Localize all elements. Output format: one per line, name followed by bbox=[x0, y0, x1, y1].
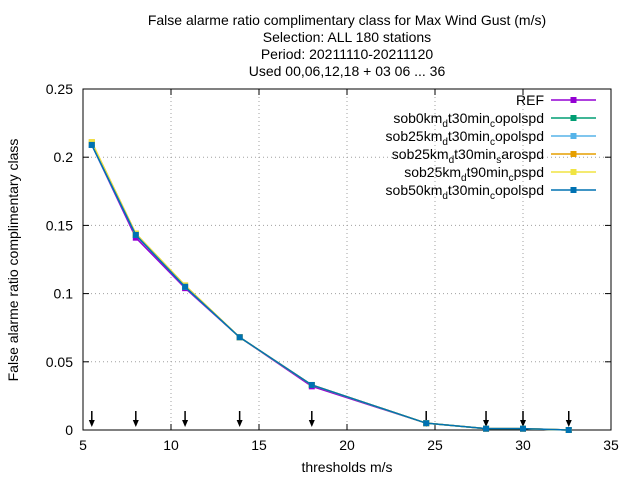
series-point bbox=[423, 420, 430, 427]
legend-entry-1: sob0kmdt30mincopolspd bbox=[393, 110, 596, 130]
legend-label: sob25kmdt30minsarospd bbox=[392, 146, 544, 166]
threshold-arrow bbox=[182, 411, 189, 427]
title-line-4: Used 00,06,12,18 + 03 06 ... 36 bbox=[249, 63, 446, 79]
legend-marker bbox=[570, 97, 577, 103]
chart-title: False alarme ratio complimentary class f… bbox=[148, 12, 546, 79]
grid-lines bbox=[83, 89, 611, 430]
threshold-arrow-head bbox=[132, 420, 139, 427]
y-tick-label: 0 bbox=[65, 422, 73, 438]
series-point bbox=[88, 141, 95, 148]
legend-entry-5: sob50kmdt30mincopolspd bbox=[386, 182, 596, 202]
series-point bbox=[182, 283, 189, 290]
legend-marker bbox=[570, 115, 577, 121]
threshold-arrow bbox=[132, 411, 139, 427]
series-point bbox=[236, 334, 243, 341]
axes bbox=[82, 88, 612, 431]
threshold-arrows bbox=[88, 411, 572, 427]
title-line-3: Period: 20211110-20211120 bbox=[261, 46, 434, 62]
series-5 bbox=[88, 141, 572, 433]
threshold-arrow-head bbox=[308, 420, 315, 427]
series-lines bbox=[88, 139, 572, 433]
y-tick-label: 0.05 bbox=[46, 354, 73, 370]
legend: REF sob0kmdt30mincopolspdsob25kmdt30minco… bbox=[386, 92, 596, 202]
legend-label: sob25kmdt30mincopolspd bbox=[386, 128, 544, 148]
legend-label: sob50kmdt30mincopolspd bbox=[386, 182, 544, 202]
legend-marker bbox=[570, 133, 577, 139]
threshold-arrow-head bbox=[565, 420, 572, 427]
x-tick-label: 10 bbox=[163, 437, 179, 453]
x-tick-label: 5 bbox=[79, 437, 87, 453]
series-point bbox=[520, 425, 526, 432]
series-point bbox=[308, 381, 315, 388]
x-tick-label: 25 bbox=[427, 437, 443, 453]
threshold-arrow-head bbox=[520, 420, 526, 427]
legend-label: sob0kmdt30mincopolspd bbox=[393, 110, 544, 130]
x-tick-label: 20 bbox=[339, 437, 355, 453]
threshold-arrow-head bbox=[483, 420, 490, 427]
legend-entry-3: sob25kmdt30minsarospd bbox=[392, 146, 596, 166]
tick-labels: 5 10 15 20 25 30 35 0 0.05 0.1 0.15 0.2 0.25 bbox=[46, 81, 619, 453]
threshold-arrow bbox=[483, 411, 490, 427]
series-point bbox=[565, 427, 572, 433]
legend-label: REF bbox=[516, 92, 544, 108]
legend-label: sob25kmdt90mincpspd bbox=[404, 164, 544, 184]
y-tick-label: 0.15 bbox=[46, 217, 73, 233]
threshold-arrow bbox=[520, 411, 526, 427]
legend-marker bbox=[570, 151, 577, 157]
series-point bbox=[483, 425, 490, 432]
threshold-arrow-head bbox=[236, 420, 243, 427]
threshold-arrow-head bbox=[182, 420, 189, 427]
x-axis-label: thresholds m/s bbox=[301, 459, 392, 475]
x-tick-label: 15 bbox=[251, 437, 267, 453]
title-line-2: Selection: ALL 180 stations bbox=[263, 29, 431, 45]
y-tick-label: 0.2 bbox=[54, 149, 74, 165]
legend-entry-2: sob25kmdt30mincopolspd bbox=[386, 128, 596, 148]
x-tick-label: 35 bbox=[603, 437, 619, 453]
legend-marker bbox=[570, 169, 577, 175]
threshold-arrow bbox=[236, 411, 243, 427]
y-axis-label: False alarme ratio complimentary class bbox=[5, 139, 21, 382]
legend-entry-4: sob25kmdt90mincpspd bbox=[404, 164, 596, 184]
x-tick-label: 30 bbox=[515, 437, 531, 453]
threshold-arrow bbox=[88, 411, 95, 427]
y-tick-label: 0.25 bbox=[46, 81, 73, 97]
title-line-1: False alarme ratio complimentary class f… bbox=[148, 12, 546, 28]
series-point bbox=[132, 231, 139, 238]
threshold-arrow bbox=[565, 411, 572, 427]
y-tick-label: 0.1 bbox=[54, 286, 74, 302]
legend-marker bbox=[570, 187, 577, 193]
legend-entry-0: REF bbox=[516, 92, 596, 108]
threshold-arrow-head bbox=[88, 420, 95, 427]
threshold-arrow bbox=[308, 411, 315, 427]
